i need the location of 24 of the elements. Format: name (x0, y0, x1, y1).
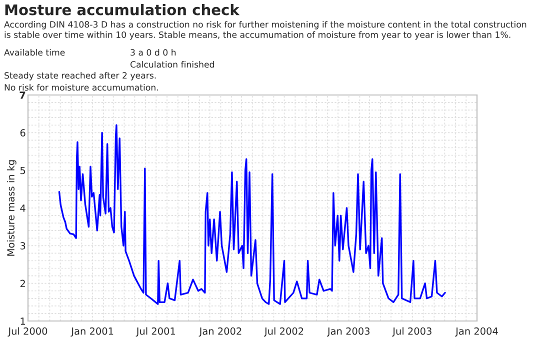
x-tick-label: Jan 2004 (455, 327, 498, 337)
y-tick-label: 2 (20, 280, 25, 288)
text: No risk for moisture accumumation. (4, 84, 158, 91)
y-axis-title: Moisture mass in kg (6, 160, 16, 256)
y-tick-label: 7 (20, 92, 26, 99)
x-tick-label: Jul 2001 (136, 327, 176, 337)
x-tick-label: Jan 2002 (198, 327, 242, 337)
text: Available time (4, 49, 65, 56)
text: 3 a 0 d 0 h (130, 49, 176, 56)
x-tick-label: Jan 2001 (70, 327, 114, 337)
text: Calculation finished (130, 61, 214, 68)
line-series (58, 124, 446, 305)
x-tick-label: Jul 2003 (392, 327, 432, 337)
y-tick-label: 6 (20, 129, 26, 136)
x-tick-label: Jul 2002 (264, 327, 304, 337)
x-tick-label: Jan 2003 (326, 327, 370, 337)
y-tick-label: 4 (20, 204, 26, 212)
chart-subtitle: According DIN 4108-3 D has a construction no risk for further moistening if the moisture content in the total construction is stable over time within 10 years. Stable means, the accumumation of moisture from year to year is lower than 1%. (4, 21, 526, 40)
y-tick-label: 3 (20, 242, 26, 250)
y-tick-label: 5 (20, 166, 26, 174)
chart-title: Mosture accumulation check (5, 4, 240, 16)
x-tick-label: Jul 2000 (8, 327, 48, 337)
y-tick-label: 1 (20, 318, 26, 325)
text: Steady state reached after 2 years. (4, 72, 156, 80)
